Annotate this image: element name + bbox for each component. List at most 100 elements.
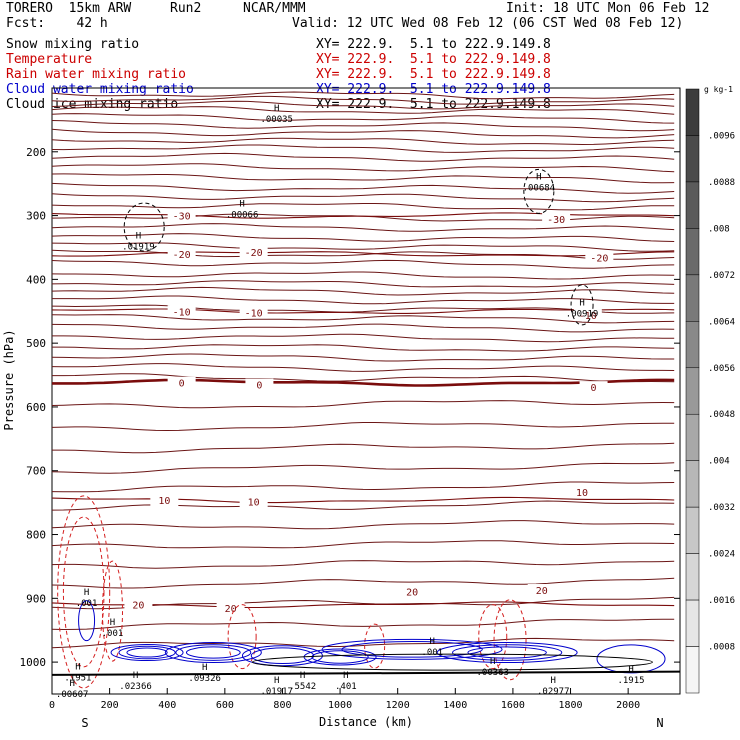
x-tick-label: 1600 — [501, 700, 525, 711]
maximum-value-label: .09326 — [188, 674, 221, 684]
isotherm-label-bg — [216, 601, 245, 614]
isotherm-line — [51, 308, 675, 314]
background-contour-line — [51, 481, 675, 493]
y-tick-label: 900 — [26, 592, 46, 605]
field-name-temperature: Temperature — [6, 52, 93, 67]
y-tick-label: 1000 — [20, 656, 47, 669]
y-tick-label: 600 — [26, 401, 46, 414]
colorbar-tick-label: .0008 — [708, 643, 735, 653]
colorbar-segment — [685, 506, 700, 554]
maximum-value-label: .00919 — [566, 309, 599, 319]
isotherm-label-bg — [585, 251, 614, 264]
colorbar-segment — [685, 413, 700, 461]
hydrometeor-contour — [436, 642, 578, 664]
maximum-value-label: .01917 — [260, 687, 293, 697]
isotherm-line — [51, 212, 675, 219]
hydrometeor-contour — [110, 644, 184, 662]
colorbar-segment — [685, 228, 700, 276]
colorbar-segment — [685, 88, 700, 136]
hydrometeor-contour — [452, 644, 563, 661]
background-contour-line — [51, 462, 675, 474]
hydrometeor-contour — [101, 560, 123, 662]
isotherm-label-bg — [568, 485, 597, 498]
colorbar-tick-label: .0088 — [708, 178, 735, 188]
x-axis-label: Distance (km) — [319, 715, 413, 729]
hydrometeor-contour — [467, 646, 547, 659]
isotherm-label: 0 — [591, 383, 597, 394]
colorbar-segment — [685, 321, 700, 369]
background-contour-line — [51, 182, 675, 194]
maximum-marker: H — [202, 663, 207, 673]
background-contour-line — [51, 223, 675, 232]
temperature-isotherms: -30 -30 -20 -20 -20 -10 -10 -10 0 0 0 10 10 10 20 20 20 2… — [51, 209, 675, 615]
background-contour-line — [51, 233, 675, 242]
background-contour-line — [51, 286, 675, 296]
y-tick-label: 400 — [26, 273, 46, 286]
isotherm-label: -10 — [173, 307, 191, 318]
x-end-label-right: N — [656, 716, 663, 730]
forecast-hour: Fcst: 42 h — [6, 16, 108, 31]
colorbar-tick-label: .0032 — [708, 503, 735, 513]
maximum-marker: H — [628, 665, 633, 675]
maximum-value-label: .1915 — [617, 676, 644, 686]
maximum-marker: H — [136, 231, 141, 241]
hydrometeor-contour — [227, 604, 257, 670]
isotherm-label: 20 — [536, 586, 548, 597]
x-tick-label: 200 — [101, 700, 119, 711]
run-label: Run2 — [170, 1, 202, 16]
colorbar-tick-label: .004 — [708, 457, 730, 467]
isotherm-label: 10 — [576, 488, 588, 499]
hydrometeor-contours — [51, 168, 681, 689]
maximum-marker: H — [300, 671, 305, 681]
isotherm-label: -30 — [173, 212, 191, 223]
x-tick-label: 600 — [216, 700, 234, 711]
hydrometeor-contour — [523, 168, 555, 214]
field-name-rain: Rain water mixing ratio — [6, 67, 187, 82]
field-xy-temperature: XY= 222.9. 5.1 to 222.9.149.8 — [316, 52, 551, 67]
maximum-marker: H — [490, 657, 495, 667]
field-xy-rain: XY= 222.9. 5.1 to 222.9.149.8 — [316, 67, 551, 82]
background-contour-line — [51, 106, 675, 115]
isotherm-label-bg — [573, 309, 602, 322]
plot-frame — [51, 87, 681, 695]
isotherm-label-bg — [167, 247, 196, 260]
colorbar-tick-label: .0064 — [708, 317, 735, 327]
maximum-marker: H — [75, 663, 80, 673]
colorbar-unit: g kg-1 — [704, 85, 733, 94]
maximum-value-label: .001 — [76, 599, 98, 609]
isotherm-label-bg — [167, 376, 196, 389]
background-contour-line — [51, 120, 675, 132]
hydrometeor-contour — [478, 604, 508, 670]
hydrometeor-contour — [321, 638, 503, 660]
hydrometeor-contour — [570, 284, 594, 326]
x-tick-label: 400 — [158, 700, 176, 711]
hydrometeor-contour — [341, 641, 483, 658]
colorbar-segment — [685, 274, 700, 322]
isotherm-label: -10 — [245, 309, 263, 320]
field-xy-snow: XY= 222.9. 5.1 to 222.9.149.8 — [316, 37, 551, 52]
isotherm-line — [51, 601, 675, 609]
maximum-value-label: .001 — [102, 629, 124, 639]
colorbar-segment — [685, 181, 700, 229]
maximum-value-label: .401 — [335, 682, 357, 692]
x-tick-label: 1800 — [558, 700, 582, 711]
hydrometeor-contour — [118, 645, 176, 660]
maximum-marker: H — [536, 173, 541, 183]
background-contour-line — [51, 323, 675, 333]
isotherm-label-bg — [239, 245, 268, 258]
model-title: TORERO 15km ARW — [6, 1, 132, 16]
background-contour-line — [51, 259, 675, 269]
background-contour-line — [51, 280, 675, 288]
background-contour-line — [51, 304, 675, 314]
maximum-value-label: .5542 — [289, 682, 316, 692]
background-contour-line — [51, 163, 675, 173]
isotherm-label: 10 — [158, 496, 170, 507]
x-tick-label: 0 — [49, 700, 55, 711]
isotherm-label-bg — [167, 209, 196, 222]
background-contour-line — [51, 271, 675, 280]
background-contour-line — [51, 560, 675, 569]
hydrometeor-contour — [364, 623, 386, 669]
maximum-marker: H — [133, 671, 138, 681]
isotherm-label-bg — [527, 584, 556, 597]
background-contour-line — [51, 618, 675, 631]
